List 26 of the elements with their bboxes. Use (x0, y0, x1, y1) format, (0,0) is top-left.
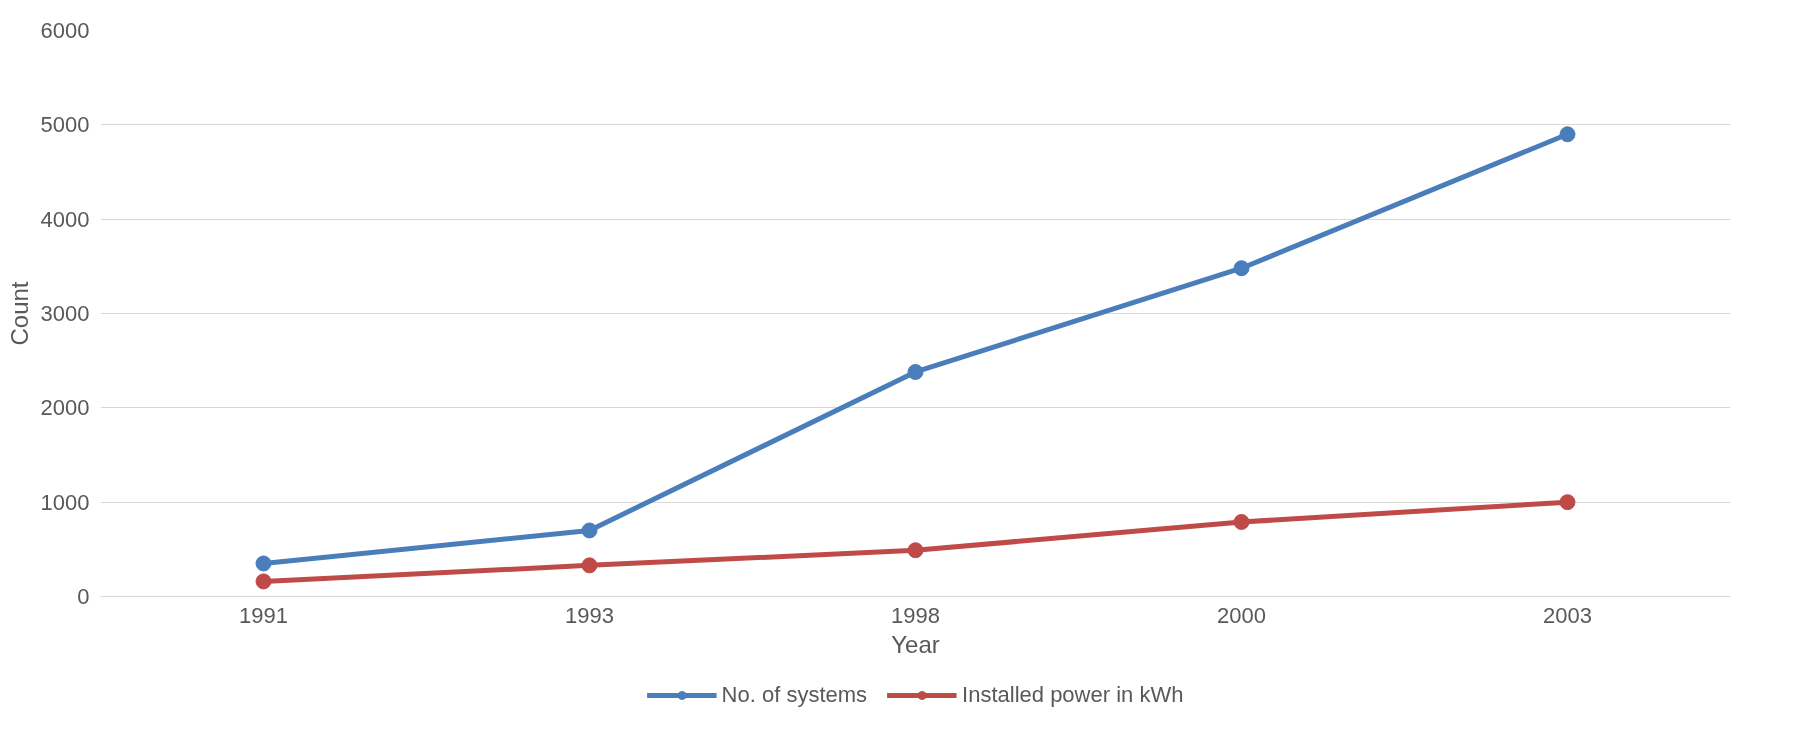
point (1233, 513, 1250, 530)
point (1559, 126, 1576, 143)
legend-label: No. of systems (721, 682, 868, 708)
y-tick-label: 0 (77, 584, 90, 609)
x-tick-label: 2000 (1217, 602, 1266, 628)
point (581, 557, 598, 574)
y-tick-label: 1000 (40, 489, 90, 515)
y-tick-label: 3000 (40, 301, 90, 326)
point (581, 522, 598, 539)
y-axis-title: Count (5, 281, 33, 346)
legend-label: Installed power in kWh (962, 682, 1184, 708)
x-tick-label: 2003 (1543, 602, 1592, 628)
point (907, 542, 924, 559)
x-axis-title: Year (891, 630, 940, 658)
y-tick-label: 5000 (40, 112, 90, 138)
x-tick-label: 1993 (565, 602, 614, 628)
point (907, 364, 924, 380)
point (1559, 494, 1576, 511)
point (255, 573, 272, 590)
point (1233, 260, 1250, 277)
y-tick-label: 4000 (40, 206, 90, 232)
y-tick-label: 2000 (40, 395, 90, 421)
x-tick-label: 1991 (239, 602, 288, 628)
x-tick-label: 1998 (891, 602, 940, 628)
y-tick-label: 6000 (40, 18, 90, 43)
point (255, 555, 272, 572)
